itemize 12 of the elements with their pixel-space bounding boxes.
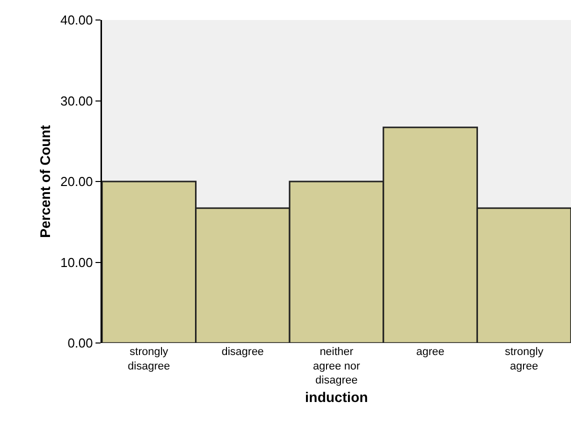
- y-axis-title: Percent of Count: [37, 124, 54, 238]
- x-tick-label: strongly disagree: [128, 346, 170, 372]
- y-tick-label: 0.00: [68, 336, 93, 351]
- y-tick-label: 10.00: [60, 254, 93, 270]
- y-tick-label: 30.00: [60, 93, 93, 108]
- x-tick-label: disagree: [222, 346, 264, 358]
- y-tick-label: 20.00: [60, 174, 93, 190]
- x-axis-title: induction: [305, 388, 368, 405]
- x-tick-label: neither agree nor disagree: [312, 346, 360, 387]
- x-tick-label: strongly agree: [504, 346, 544, 372]
- x-tick-label: agree: [416, 346, 444, 358]
- y-tick-label: 40.00: [60, 12, 93, 28]
